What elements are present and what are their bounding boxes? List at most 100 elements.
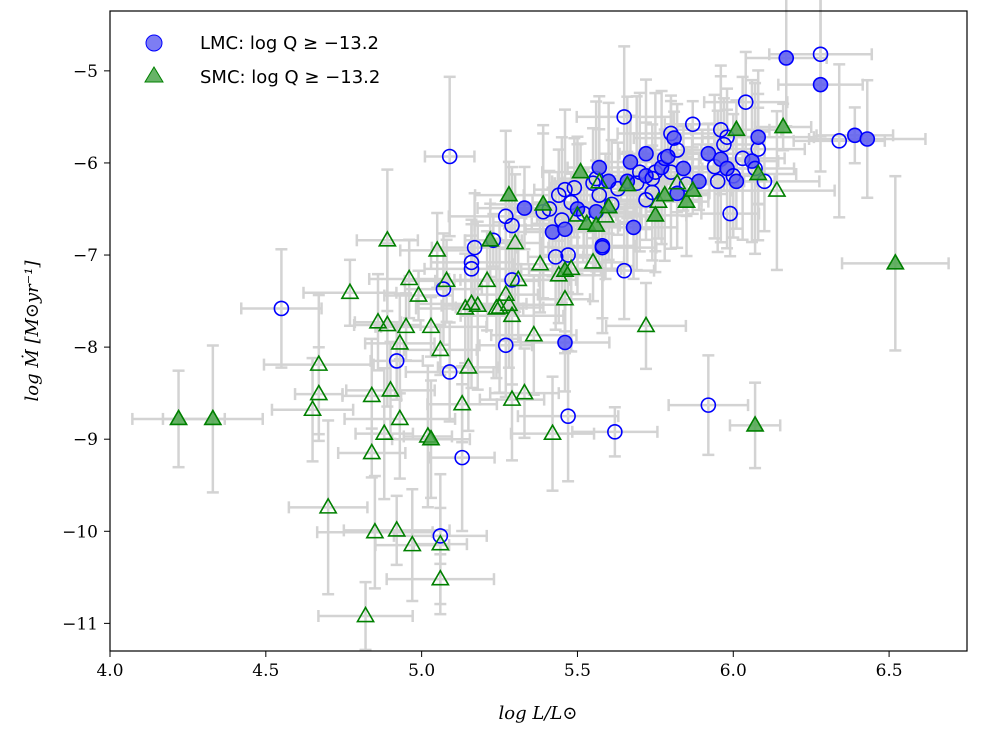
smc-point: [667, 173, 687, 190]
lmc-point: [466, 239, 483, 256]
smc-point: [586, 215, 606, 232]
lmc-point: [544, 224, 561, 240]
smc-point: [636, 315, 656, 333]
lmc-point: [622, 154, 639, 170]
smc-point: [377, 230, 397, 247]
lmc-point: [719, 129, 735, 145]
smc-point: [533, 194, 553, 211]
smc-point: [309, 354, 329, 371]
lmc-point: [812, 46, 829, 63]
lmc-point: [594, 239, 611, 256]
smc-point: [455, 298, 475, 315]
lmc-point: [750, 129, 767, 145]
lmc-point: [616, 262, 633, 279]
smc-point: [430, 534, 450, 551]
lmc-point: [273, 300, 290, 317]
smc-point: [452, 394, 472, 411]
error-bar: [423, 75, 476, 238]
smc-point: [502, 305, 522, 323]
smc-point: [402, 534, 422, 552]
lmc-point: [607, 424, 623, 440]
smc-point: [530, 254, 550, 271]
legend-lmc-label: LMC: log Q ≥ −13.2: [200, 33, 379, 54]
smc-point: [430, 569, 450, 586]
lmc-point: [756, 173, 773, 190]
smc-point: [421, 429, 441, 446]
error-bar: [399, 211, 476, 290]
smc-point: [365, 522, 385, 539]
smc-point: [499, 294, 519, 312]
smc-point: [486, 298, 506, 315]
lmc-point: [454, 449, 470, 466]
y-tick-label: −9: [73, 430, 98, 450]
lmc-point: [557, 181, 573, 198]
smc-point: [421, 316, 441, 334]
lmc-point: [516, 200, 533, 216]
smc-point: [596, 206, 615, 223]
lmc-point: [737, 94, 754, 110]
smc-point: [437, 270, 457, 288]
lmc-point: [463, 254, 480, 271]
lmc-point: [585, 175, 601, 192]
lmc-point: [566, 180, 583, 196]
error-bar: [336, 427, 407, 479]
smc-point: [430, 339, 450, 357]
smc-point: [458, 357, 478, 374]
smc-point: [396, 316, 416, 334]
smc-point: [561, 258, 581, 276]
x-tick-label: 5.0: [408, 661, 435, 681]
smc-point: [340, 282, 360, 300]
smc-point: [515, 383, 534, 400]
smc-point: [399, 268, 419, 286]
smc-point: [524, 325, 544, 342]
error-bar: [488, 347, 561, 440]
error-bar: [315, 474, 434, 590]
y-tick-label: −7: [73, 246, 98, 266]
lmc-point: [432, 528, 449, 544]
lmc-point: [728, 173, 745, 190]
smc-point: [169, 408, 189, 426]
lmc-point: [831, 133, 848, 149]
smc-point: [387, 520, 407, 537]
lmc-point: [435, 281, 452, 297]
lmc-point: [684, 116, 701, 133]
smc-point: [508, 269, 528, 287]
lmc-point: [778, 50, 795, 66]
x-tick-label: 4.5: [252, 661, 279, 681]
smc-point: [773, 116, 793, 134]
error-bar: [426, 364, 499, 444]
error-bar: [385, 553, 496, 606]
data-markers: [169, 46, 905, 623]
lmc-point: [616, 109, 633, 125]
smc-point: [480, 230, 500, 247]
lmc-point: [441, 148, 458, 165]
smc-point: [427, 240, 447, 257]
error-bar: [239, 248, 323, 369]
plot-frame: [109, 10, 968, 652]
smc-point: [645, 205, 665, 222]
error-bar: [571, 406, 659, 458]
smc-point: [683, 180, 703, 197]
smc-point: [745, 415, 765, 432]
smc-point: [555, 289, 575, 306]
smc-point: [767, 180, 787, 197]
lmc-point: [666, 130, 682, 146]
smc-point: [477, 270, 497, 288]
error-bar: [287, 419, 369, 596]
smc-point: [409, 285, 428, 302]
smc-point: [677, 191, 696, 208]
smc-point: [748, 163, 768, 181]
lmc-point: [625, 219, 642, 236]
error-bar: [509, 375, 596, 492]
error-bar: [604, 281, 688, 371]
lmc-point: [560, 247, 576, 263]
lmc-point: [504, 272, 520, 288]
smc-point: [505, 232, 525, 250]
error-bar: [270, 356, 355, 463]
smc-point: [589, 172, 609, 189]
smc-point: [381, 380, 400, 397]
smc-point: [726, 119, 746, 137]
error-bar: [302, 258, 398, 327]
error-bar: [717, 109, 836, 272]
